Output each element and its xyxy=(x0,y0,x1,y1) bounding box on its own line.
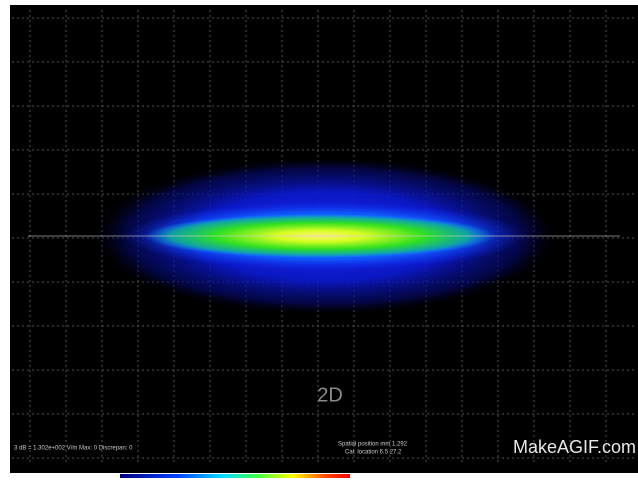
view-label: 2D xyxy=(317,384,343,406)
watermark: MakeAGIF.com xyxy=(513,437,636,457)
screenshot: 2D 3 dB = 1.302e+002 V/m Max: 0 Discrepa… xyxy=(0,0,638,486)
status-right: Cal. location 6.5 27.2 xyxy=(345,450,402,456)
status-right: Spatial position mm 1.292 xyxy=(338,442,408,448)
color-bar xyxy=(120,474,350,478)
status-left: 3 dB = 1.302e+002 V/m Max: 0 Discrepan: … xyxy=(14,446,133,452)
